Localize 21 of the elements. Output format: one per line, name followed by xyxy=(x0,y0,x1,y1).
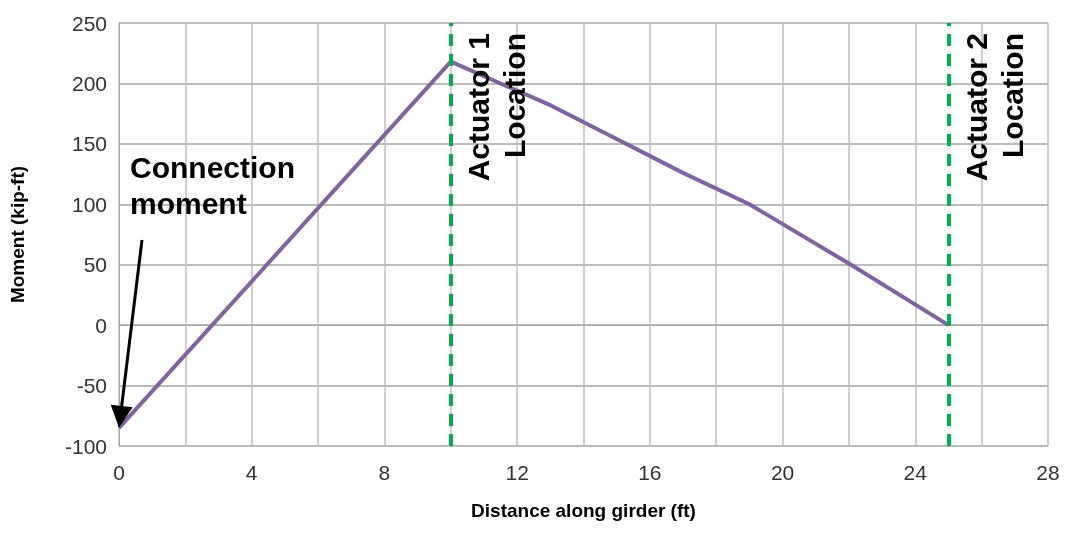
y-tick-label: -100 xyxy=(64,434,107,458)
y-tick-label: 50 xyxy=(83,253,107,277)
x-tick-label: 24 xyxy=(903,461,928,484)
x-tick-label: 8 xyxy=(378,461,391,484)
y-tick-label: 0 xyxy=(95,313,107,337)
annotation: Connection moment xyxy=(130,150,295,222)
x-tick-label: 4 xyxy=(245,461,258,484)
x-axis-title: Distance along girder (ft) xyxy=(471,500,696,521)
x-tick-label: 20 xyxy=(770,461,795,484)
x-tick-label: 28 xyxy=(1036,461,1060,484)
y-tick-label: 250 xyxy=(71,11,107,35)
x-tick-label: 0 xyxy=(113,461,125,484)
y-tick-label: -50 xyxy=(76,374,107,398)
y-tick-label: 100 xyxy=(71,192,107,216)
y-tick-label: 150 xyxy=(71,132,107,156)
y-axis-title: Moment (kip-ft) xyxy=(7,165,28,304)
ref-line-label: Actuator 1 Location xyxy=(462,33,532,182)
x-tick-label: 12 xyxy=(505,461,529,484)
y-tick-label: 200 xyxy=(71,71,107,95)
ref-line-label: Actuator 2 Location xyxy=(959,33,1029,182)
x-tick-label: 16 xyxy=(638,461,662,484)
